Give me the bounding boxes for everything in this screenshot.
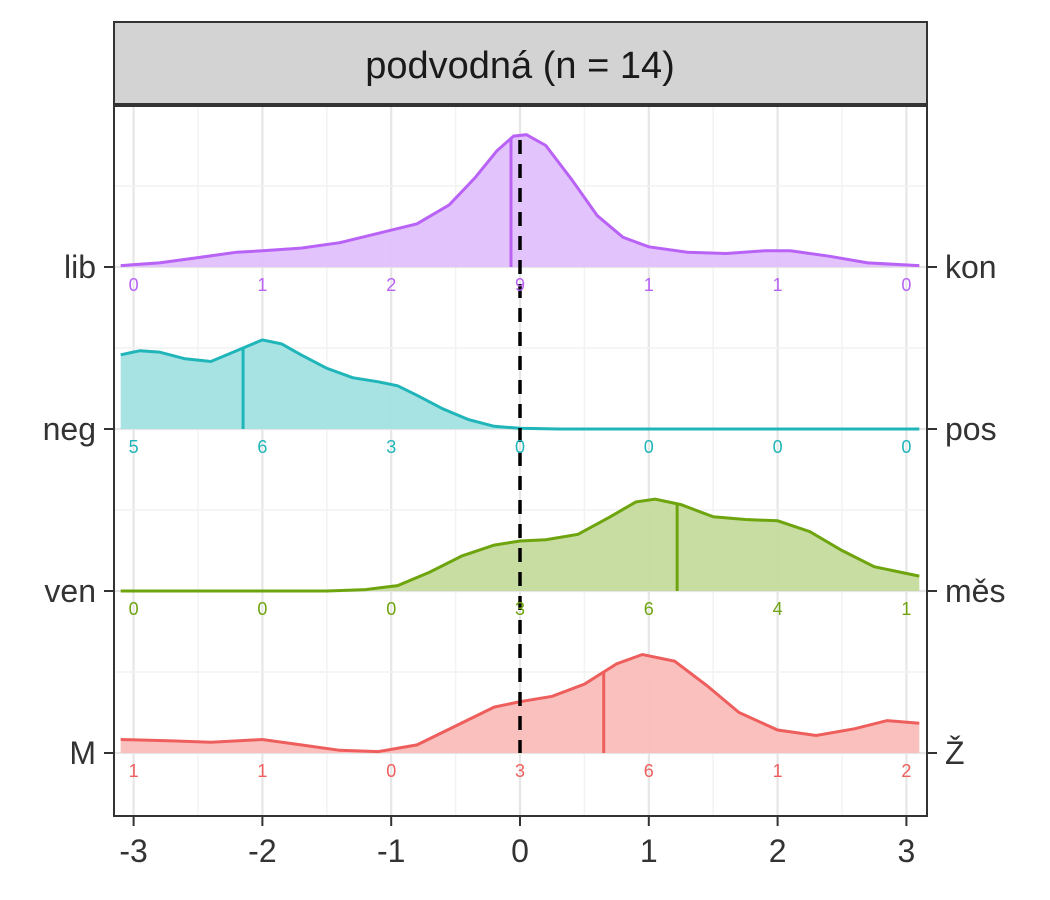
count-label: 0 bbox=[644, 437, 654, 457]
x-tick-label: 0 bbox=[511, 833, 529, 869]
count-label: 1 bbox=[257, 761, 267, 781]
facet-label: podvodná (n = 14) bbox=[365, 45, 675, 87]
ridge-area-ven bbox=[120, 499, 920, 591]
x-tick-label: 1 bbox=[640, 833, 658, 869]
count-label: 1 bbox=[129, 761, 139, 781]
count-label: 0 bbox=[901, 437, 911, 457]
y-tick-label-right: Ž bbox=[945, 735, 965, 771]
ridge-line-neg bbox=[120, 338, 920, 431]
count-label: 9 bbox=[515, 275, 525, 295]
ridge-line-lib bbox=[120, 133, 920, 268]
count-label: 0 bbox=[386, 599, 396, 619]
count-label: 0 bbox=[386, 761, 396, 781]
count-label: 3 bbox=[386, 437, 396, 457]
ridge-area-neg bbox=[120, 339, 920, 429]
count-labels: 0 1 2 9 1 1 0 5 6 3 0 0 0 0 0 0 0 3 6 4 1 1 1 0 3 6 1 2 bbox=[129, 275, 912, 781]
y-tick-label-right: pos bbox=[945, 411, 997, 447]
y-axis-right: kon pos měs Ž bbox=[927, 249, 1005, 771]
count-label: 6 bbox=[644, 599, 654, 619]
x-tick-label: 2 bbox=[769, 833, 787, 869]
count-label: 0 bbox=[773, 437, 783, 457]
y-axis-left: lib neg ven M bbox=[43, 249, 114, 771]
count-label: 1 bbox=[773, 275, 783, 295]
count-label: 1 bbox=[644, 275, 654, 295]
x-tick-label: 3 bbox=[898, 833, 916, 869]
count-label: 1 bbox=[257, 275, 267, 295]
x-axis: -3 -2 -1 0 1 2 3 bbox=[119, 816, 915, 869]
count-label: 2 bbox=[901, 761, 911, 781]
y-tick-label-right: měs bbox=[945, 573, 1005, 609]
count-label: 1 bbox=[901, 599, 911, 619]
count-label: 0 bbox=[129, 599, 139, 619]
count-label: 6 bbox=[257, 437, 267, 457]
y-tick-label-left: neg bbox=[43, 411, 96, 447]
count-label: 6 bbox=[644, 761, 654, 781]
ridge-line-ven bbox=[120, 497, 920, 593]
y-tick-label-left: ven bbox=[44, 573, 96, 609]
y-tick-label-right: kon bbox=[945, 249, 997, 285]
count-label: 3 bbox=[515, 761, 525, 781]
count-label: 0 bbox=[257, 599, 267, 619]
count-label: 0 bbox=[129, 275, 139, 295]
count-label: 0 bbox=[515, 437, 525, 457]
count-label: 3 bbox=[515, 599, 525, 619]
count-label: 4 bbox=[773, 599, 783, 619]
facet-strip bbox=[113, 21, 928, 105]
count-label: 1 bbox=[773, 761, 783, 781]
ridge-line-M bbox=[120, 652, 920, 754]
count-label: 2 bbox=[386, 275, 396, 295]
y-tick-label-left: M bbox=[69, 735, 96, 771]
x-tick-label: -2 bbox=[248, 833, 276, 869]
x-tick-label: -3 bbox=[119, 833, 147, 869]
x-tick-label: -1 bbox=[377, 833, 405, 869]
count-label: 5 bbox=[129, 437, 139, 457]
y-tick-label-left: lib bbox=[64, 249, 96, 285]
count-label: 0 bbox=[901, 275, 911, 295]
